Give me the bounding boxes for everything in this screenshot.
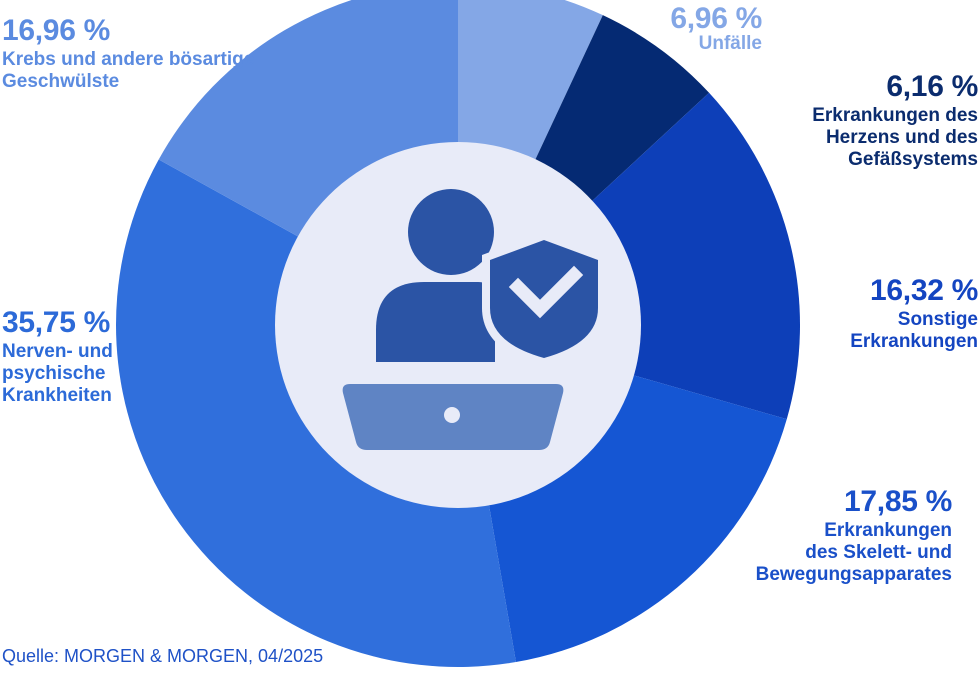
name-krebs-line2: Geschwülste xyxy=(2,71,120,92)
label-krebs: 16,96 % Krebs und andere bösartige Gesch… xyxy=(2,14,322,93)
check-icon xyxy=(508,265,584,319)
label-sonstige: 16,32 % Sonstige Erkrankungen xyxy=(760,274,978,353)
source-note: Quelle: MORGEN & MORGEN, 04/2025 xyxy=(2,646,324,666)
value-unfaelle: 6,96 % xyxy=(670,2,762,35)
name-nerven-line3: Krankheiten xyxy=(2,385,112,406)
laptop-camera-icon xyxy=(444,407,460,423)
name-skelett-line3: Bewegungsapparates xyxy=(755,564,952,585)
user-head-icon xyxy=(408,189,494,275)
name-skelett-line1: Erkrankungen xyxy=(824,520,952,541)
name-nerven-line2: psychische xyxy=(2,363,106,384)
label-herz: 6,16 % Erkrankungen des Herzens und des … xyxy=(740,70,978,171)
name-herz-line2: Herzens und des xyxy=(825,127,978,148)
label-unfaelle: 6,96 % Unfälle xyxy=(610,2,762,55)
value-skelett: 17,85 % xyxy=(844,485,952,518)
name-skelett-line2: des Skelett- und xyxy=(805,542,952,563)
label-skelett: 17,85 % Erkrankungen des Skelett- und Be… xyxy=(700,485,953,586)
name-sonstige-line1: Sonstige xyxy=(897,309,978,330)
name-nerven-line1: Nerven- und xyxy=(2,341,113,362)
user-shield-laptop-icon xyxy=(342,189,606,450)
name-unfaelle: Unfälle xyxy=(698,33,762,54)
value-sonstige: 16,32 % xyxy=(870,274,978,307)
label-nerven: 35,75 % Nerven- und psychische Krankheit… xyxy=(2,306,202,407)
value-herz: 6,16 % xyxy=(886,70,978,103)
value-krebs: 16,96 % xyxy=(2,14,110,47)
name-herz-line3: Gefäßsystems xyxy=(848,149,978,170)
value-nerven: 35,75 % xyxy=(2,306,110,339)
name-herz-line1: Erkrankungen des xyxy=(812,105,978,126)
name-krebs-line1: Krebs und andere bösartige xyxy=(2,49,255,70)
user-body-icon xyxy=(376,282,495,362)
name-sonstige-line2: Erkrankungen xyxy=(850,331,978,352)
